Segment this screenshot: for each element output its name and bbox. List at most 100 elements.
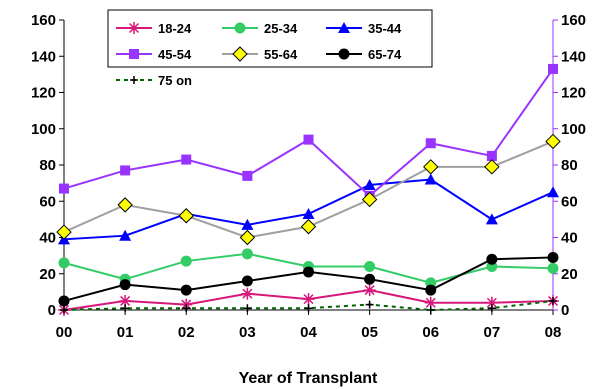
series-45-54: [59, 63, 558, 201]
data-point: [545, 133, 561, 150]
left-y-tick-label: 140: [31, 48, 56, 65]
x-tick-label: 02: [178, 324, 195, 341]
legend-box: [107, 9, 433, 68]
legend-item: 55-64: [222, 46, 298, 62]
x-tick-label: 04: [300, 324, 317, 341]
data-point: [424, 173, 437, 185]
legend-item: 65-74: [326, 47, 402, 62]
data-point: [243, 304, 252, 313]
data-point: [181, 154, 192, 165]
data-point: [548, 63, 558, 74]
data-point: [241, 248, 253, 260]
legend-label: 25-34: [264, 21, 298, 36]
data-point: [487, 304, 496, 313]
series-line: [63, 68, 554, 198]
legend-marker: [128, 22, 140, 34]
legend-item: 25-34: [222, 21, 298, 36]
legend-marker: [234, 22, 246, 34]
left-y-ticks: 0 20 40 60 80 100 120 140 160: [31, 12, 64, 319]
x-tick-label: 08: [545, 324, 562, 341]
data-point: [423, 159, 439, 175]
x-axis-title: Year of Transplant: [239, 370, 378, 387]
data-point: [58, 257, 70, 269]
data-point: [426, 306, 435, 314]
data-point: [239, 229, 256, 246]
legend-label: 75 on: [158, 73, 192, 88]
data-point: [178, 208, 194, 224]
data-point: [547, 186, 559, 198]
legend-label: 65-74: [368, 47, 402, 62]
data-point: [119, 294, 132, 307]
data-point: [304, 304, 313, 313]
left-y-tick-label: 100: [31, 121, 56, 138]
data-point: [547, 251, 559, 263]
left-y-tick-label: 20: [39, 266, 56, 283]
x-tick-label: 06: [422, 324, 439, 341]
legend: 18-24 25-34 35-44 45-54 55-64 65-74 75 on: [107, 9, 433, 88]
data-point: [120, 165, 131, 176]
x-tick-label: 01: [117, 324, 134, 341]
data-point: [58, 295, 70, 307]
data-point: [361, 191, 378, 208]
series-layer: [56, 63, 561, 316]
data-point: [180, 284, 192, 296]
legend-label: 18-24: [158, 21, 192, 36]
data-point: [549, 296, 557, 305]
right-y-tick-label: 60: [561, 193, 578, 210]
data-point: [59, 183, 69, 194]
data-point: [117, 197, 133, 213]
left-y-tick-label: 160: [31, 12, 56, 29]
data-point: [121, 304, 130, 313]
series-65-74: [58, 251, 559, 307]
data-point: [486, 150, 497, 161]
right-y-tick-label: 160: [561, 12, 586, 29]
left-y-tick-label: 120: [31, 85, 56, 102]
data-point: [302, 293, 315, 306]
data-point: [365, 300, 374, 309]
right-y-tick-label: 0: [561, 302, 569, 319]
data-point: [364, 261, 376, 272]
data-point: [363, 178, 376, 190]
data-point: [303, 134, 314, 145]
right-y-tick-label: 100: [561, 121, 586, 138]
data-point: [424, 296, 437, 309]
data-point: [182, 304, 191, 313]
data-point: [119, 229, 132, 241]
legend-marker: [129, 49, 139, 59]
right-y-ticks: 0 20 40 60 80 100 120 140 160: [553, 12, 586, 319]
data-point: [484, 159, 500, 175]
right-y-tick-label: 40: [561, 230, 578, 247]
legend-label: 45-54: [158, 47, 192, 62]
legend-marker: [232, 46, 248, 62]
x-tick-label: 07: [484, 324, 501, 341]
legend-item: 35-44: [326, 21, 402, 36]
legend-item: 45-54: [116, 47, 192, 62]
legend-marker: [338, 22, 350, 33]
left-y-tick-label: 40: [39, 230, 56, 247]
data-point: [300, 218, 317, 235]
series-line: [63, 299, 554, 312]
x-tick-label: 00: [56, 324, 73, 341]
data-point: [425, 138, 436, 149]
data-point: [180, 255, 192, 267]
right-y-tick-label: 80: [561, 157, 578, 174]
legend-label: 35-44: [368, 21, 402, 36]
right-y-tick-label: 140: [561, 48, 586, 65]
data-point: [241, 218, 254, 230]
data-point: [485, 296, 498, 309]
data-point: [302, 207, 315, 219]
right-y-tick-label: 20: [561, 266, 578, 283]
series-75-on: [60, 296, 557, 314]
data-point: [303, 266, 314, 278]
data-point: [547, 262, 559, 274]
legend-marker: [338, 48, 350, 60]
data-point: [241, 287, 254, 300]
data-point: [425, 284, 437, 296]
legend-item: 75 on: [116, 73, 192, 88]
left-y-tick-label: 60: [39, 193, 56, 210]
x-tick-label: 05: [361, 324, 378, 341]
data-point: [364, 273, 376, 285]
data-point: [486, 253, 498, 265]
data-point: [363, 284, 376, 297]
